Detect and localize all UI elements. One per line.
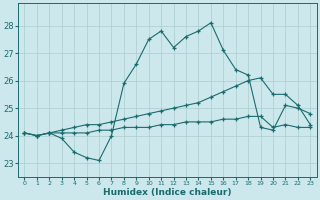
X-axis label: Humidex (Indice chaleur): Humidex (Indice chaleur)	[103, 188, 232, 197]
